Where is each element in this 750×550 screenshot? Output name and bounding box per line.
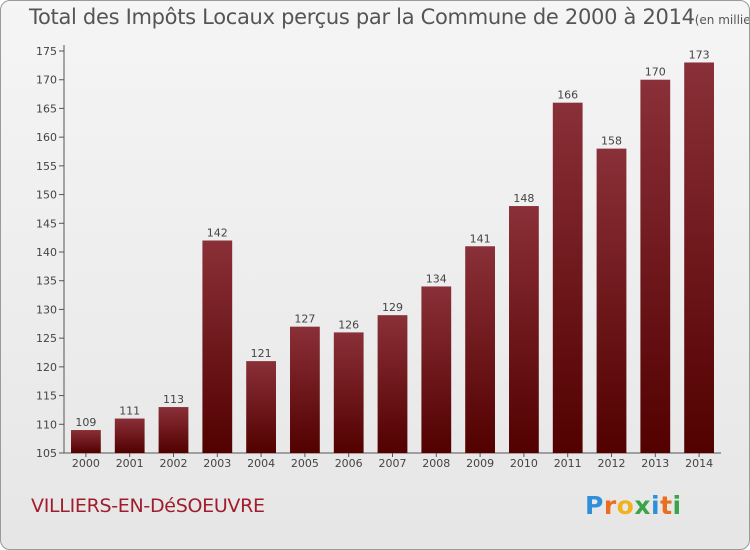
x-tick-label: 2004 [247, 457, 275, 470]
bar-2001 [114, 418, 145, 453]
y-tick-label: 110 [36, 418, 57, 431]
bar-2013 [640, 79, 671, 453]
logo-letter: t [660, 491, 673, 520]
bar-value-label: 141 [470, 232, 491, 245]
y-tick-label: 165 [36, 102, 57, 115]
y-tick-label: 130 [36, 303, 57, 316]
bar-2004 [246, 361, 276, 453]
bar-2012 [596, 148, 627, 453]
title-main: Total des Impôts Locaux perçus par la Co… [29, 5, 695, 29]
x-tick-label: 2014 [685, 457, 713, 470]
y-tick-label: 150 [36, 189, 57, 202]
logo-letter: x [634, 491, 651, 520]
y-tick-label: 175 [36, 45, 57, 58]
y-tick-label: 170 [36, 74, 57, 87]
logo-letter: P [585, 491, 604, 520]
bar-value-label: 126 [338, 318, 359, 331]
bar-value-label: 127 [294, 313, 315, 326]
logo-letter: o [616, 491, 635, 520]
logo-letter: i [651, 491, 661, 520]
y-tick-label: 105 [36, 447, 57, 460]
x-tick-label: 2009 [466, 457, 494, 470]
y-tick-label: 145 [36, 217, 57, 230]
title-unit: (en milliers d'€) [694, 13, 750, 27]
bar-2008 [421, 286, 452, 453]
y-tick-label: 160 [36, 131, 57, 144]
proxiti-logo: Proxiti [585, 491, 682, 520]
x-tick-label: 2008 [422, 457, 450, 470]
bar-2002 [158, 407, 189, 453]
bar-value-label: 148 [513, 192, 534, 205]
chart-title: Total des Impôts Locaux perçus par la Co… [29, 5, 750, 29]
y-tick-label: 135 [36, 275, 57, 288]
commune-name: VILLIERS-EN-DéSOEUVRE [31, 495, 265, 517]
bar-value-label: 109 [75, 416, 96, 429]
x-tick-label: 2003 [203, 457, 231, 470]
bar-2011 [552, 102, 583, 453]
x-tick-label: 2006 [335, 457, 363, 470]
bar-2014 [684, 62, 714, 453]
y-tick-label: 155 [36, 160, 57, 173]
bar-2003 [202, 240, 233, 453]
bar-value-label: 121 [251, 347, 272, 360]
bar-value-label: 142 [207, 227, 228, 240]
x-tick-label: 2005 [291, 457, 319, 470]
bar-value-label: 173 [689, 48, 710, 61]
logo-letter: r [603, 491, 617, 520]
x-tick-label: 2000 [72, 457, 100, 470]
bar-value-label: 111 [119, 405, 140, 418]
y-tick-label: 125 [36, 332, 57, 345]
bar-2006 [333, 332, 364, 453]
y-tick-label: 120 [36, 361, 57, 374]
bar-value-label: 113 [163, 393, 184, 406]
bar-2000 [71, 430, 101, 453]
bar-2009 [465, 246, 495, 453]
x-tick-label: 2002 [160, 457, 188, 470]
y-tick-label: 115 [36, 390, 57, 403]
bar-value-label: 129 [382, 301, 403, 314]
x-tick-label: 2011 [554, 457, 582, 470]
x-tick-label: 2007 [379, 457, 407, 470]
x-tick-label: 2001 [116, 457, 144, 470]
logo-letter: i [672, 491, 682, 520]
bar-2007 [377, 315, 408, 453]
x-tick-label: 2010 [510, 457, 538, 470]
bar-value-label: 170 [645, 66, 666, 79]
bar-value-label: 158 [601, 135, 622, 148]
bar-value-label: 166 [557, 89, 578, 102]
x-tick-label: 2012 [598, 457, 626, 470]
x-tick-label: 2013 [641, 457, 669, 470]
y-tick-label: 140 [36, 246, 57, 259]
bar-value-label: 134 [426, 272, 447, 285]
bar-2005 [290, 326, 320, 453]
bar-2010 [509, 206, 539, 453]
